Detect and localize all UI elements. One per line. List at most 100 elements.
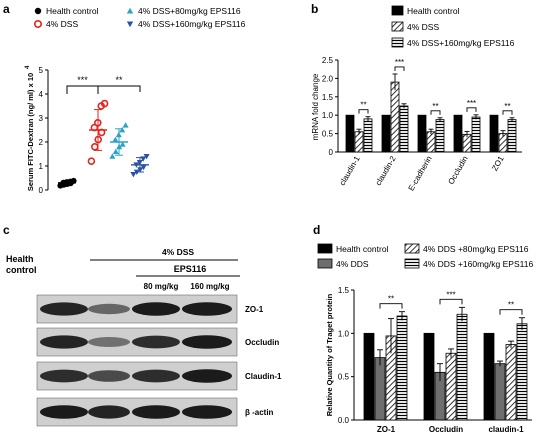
blot-band: [40, 302, 88, 316]
significance-bracket: [466, 107, 477, 112]
y-tick-label: 2: [39, 138, 44, 147]
significance-label: **: [115, 75, 123, 85]
blot-band: [40, 335, 88, 349]
y-tick-label: 1.0: [338, 329, 350, 338]
significance-label: ***: [77, 75, 88, 85]
blot-band: [132, 405, 180, 419]
bar: [423, 332, 435, 421]
bar: [381, 114, 391, 153]
blot-band-label: β -actin: [245, 408, 274, 417]
bar: [396, 315, 408, 421]
data-point: [112, 148, 119, 154]
bar: [417, 114, 427, 153]
panel-b-legend: Health control 4% DSS 4% DSS+160mg/kg EPS1…: [391, 5, 515, 48]
y-tick-label: 1: [39, 162, 44, 171]
blot-band-label: Occludin: [245, 338, 279, 347]
legend-label: Health control: [336, 244, 389, 254]
legend-label: Health control: [407, 6, 460, 16]
bar: [363, 332, 375, 421]
legend-label: 4% DSS: [46, 19, 78, 29]
bar: [516, 323, 528, 421]
blot-band-label: ZO-1: [245, 305, 264, 314]
panel-label-b: b: [311, 2, 318, 16]
y-tick-label: 0: [329, 148, 334, 157]
x-tick-label: claudin-2: [374, 154, 398, 187]
x-tick-label: Occludin: [429, 425, 463, 434]
bar: [456, 313, 468, 421]
panel-d-legend: Health control 4% DDS 4% DDS +80mg/kg EPS1…: [317, 243, 533, 269]
significance-label: **: [388, 295, 394, 304]
y-axis-label: Relative Quantity of Traget protein: [325, 293, 334, 416]
blot-band: [182, 302, 232, 316]
data-point: [140, 164, 147, 171]
y-tick-label: 5: [39, 66, 44, 75]
blot-band: [88, 303, 130, 315]
bar: [494, 363, 506, 421]
data-point: [91, 143, 99, 151]
significance-bracket: [66, 85, 99, 94]
blot-band: [88, 337, 130, 347]
legend-swatch: [391, 5, 404, 16]
y-tick-label: 0.5: [322, 130, 334, 139]
significance-label: **: [504, 102, 510, 111]
data-point: [119, 141, 126, 147]
panel-a-legend: Health control 4% DSS 4% DSS+80mg/kg EPS11…: [33, 6, 246, 29]
significance-bracket: [97, 85, 141, 94]
bar: [445, 352, 457, 421]
y-axis-label-exponent: 4: [25, 65, 31, 69]
blot-band: [132, 302, 180, 316]
panel-label-d: d: [313, 223, 320, 237]
blot-band-label: Claudin-1: [245, 372, 282, 381]
legend-swatch: [404, 243, 420, 254]
legend-label: 4% DDS +80mg/kg EPS116: [423, 244, 529, 254]
data-point: [100, 99, 109, 108]
y-axis-label: Serum FITC-Dextran (ng/ ml) x 10: [26, 73, 35, 191]
legend-label: 4% DDS: [336, 259, 369, 269]
significance-label: **: [360, 101, 366, 110]
blot-group-eps: EPS116: [174, 264, 207, 274]
panel-label-a: a: [3, 2, 10, 16]
panel-b-bar-chart: Health control 4% DSS 4% DSS+160mg/kg EPS1…: [311, 5, 522, 193]
y-axis-label: mRNA fold change: [311, 73, 320, 140]
significance-bracket: [502, 110, 513, 115]
legend-label: 4% DDS +160mg/kg EPS116: [423, 259, 533, 269]
y-tick-label: 0: [39, 186, 44, 195]
bar: [426, 131, 436, 153]
legend-swatch: [317, 258, 333, 269]
data-point: [112, 136, 119, 142]
bar: [354, 131, 364, 153]
blot-group-dss: 4% DSS: [162, 247, 194, 257]
legend-swatch: [391, 21, 404, 32]
y-tick-label: 4: [39, 90, 44, 99]
panel-c-western-blot: Health control 4% DSS EPS116 80 mg/kg 16…: [6, 247, 282, 427]
significance-label: **: [508, 301, 514, 310]
blot-band: [88, 405, 130, 419]
blot-band: [182, 369, 232, 383]
blot-band: [88, 370, 130, 382]
y-tick-label: 0.5: [338, 373, 350, 382]
panel-a-marks: *** **: [57, 75, 150, 189]
x-tick-label: claudin-1: [488, 425, 524, 434]
significance-bracket: [394, 66, 405, 71]
panel-b-marks: ** claudin-1 *** claudin-2 ** E-cadherin *** Oc…: [338, 58, 517, 193]
bar: [435, 119, 445, 153]
x-tick-label: claudin-1: [338, 154, 362, 187]
bar: [374, 357, 386, 421]
significance-bracket: [358, 109, 369, 114]
y-tick-label: 2.5: [322, 56, 334, 65]
blot-band: [40, 369, 88, 383]
legend-label: 4% DSS+160mg/kg EPS116: [138, 19, 246, 29]
blot-band: [40, 405, 88, 419]
data-point: [109, 153, 116, 159]
legend-swatch: [317, 243, 333, 254]
blot-dose-80: 80 mg/kg: [144, 282, 179, 291]
blot-band: [182, 405, 232, 419]
data-point: [122, 122, 129, 128]
bar: [363, 118, 373, 153]
y-tick-label: 2.0: [322, 74, 334, 83]
panel-a-scatter: Health control 4% DSS 4% DSS+80mg/kg EPS11…: [25, 6, 246, 195]
data-point: [87, 157, 96, 165]
legend-swatch: [404, 258, 420, 269]
data-point: [119, 127, 126, 133]
